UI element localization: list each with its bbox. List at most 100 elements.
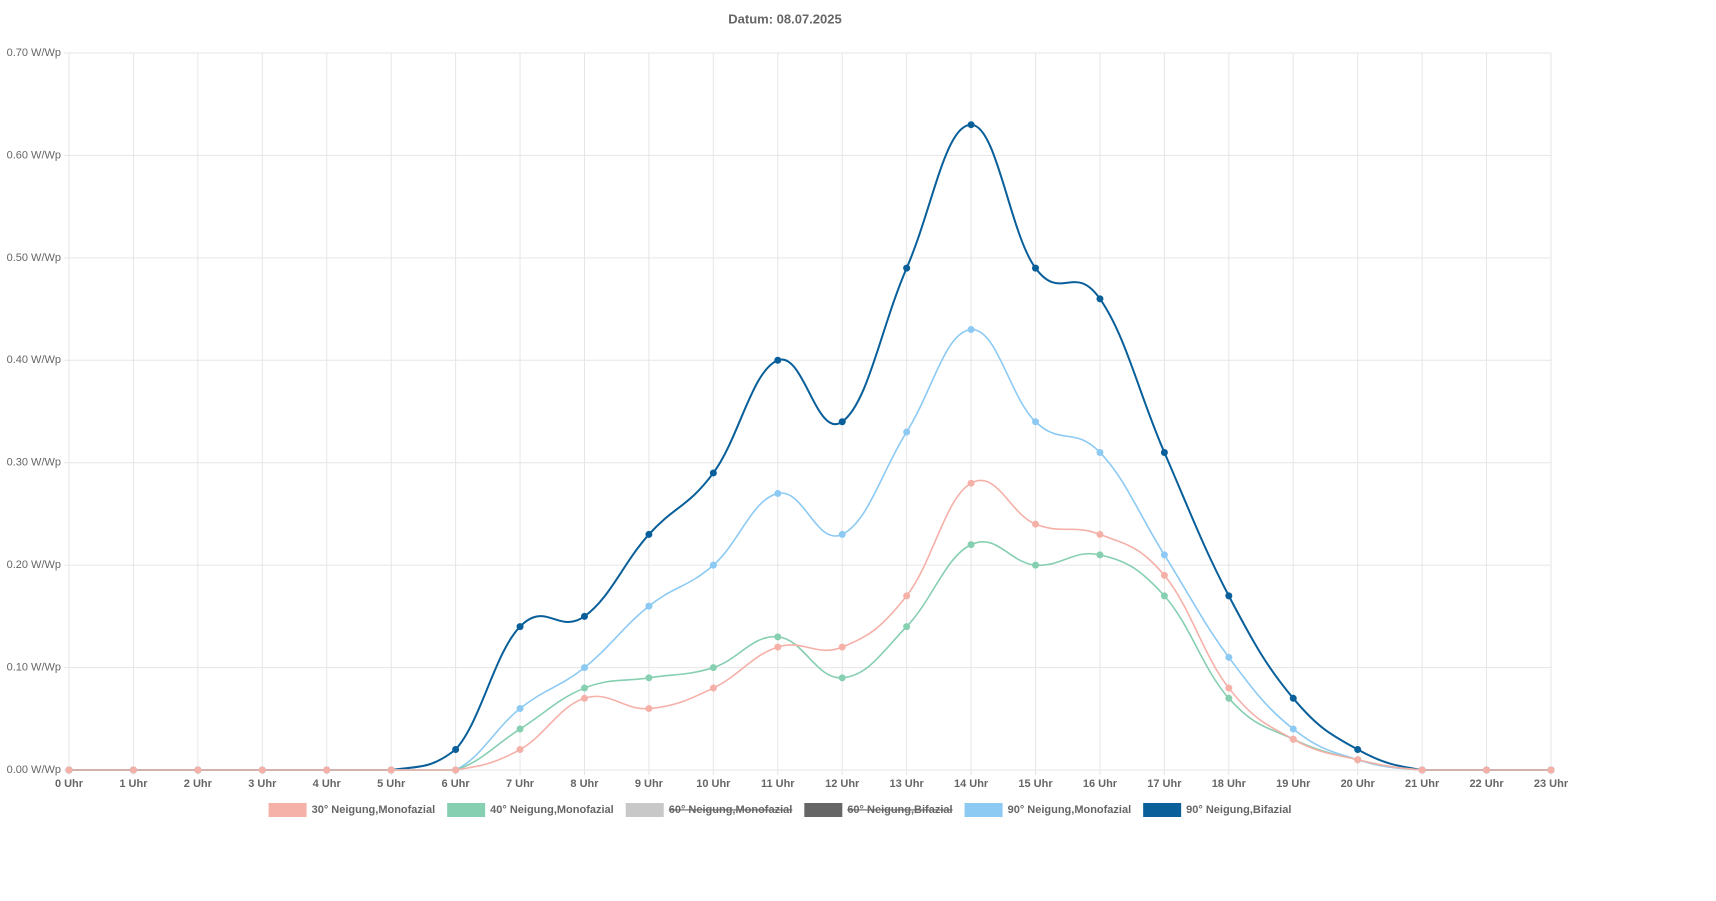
point — [1289, 735, 1297, 743]
x-tick-label: 22 Uhr — [1469, 778, 1504, 790]
point — [129, 766, 137, 774]
point — [1483, 766, 1491, 774]
point — [774, 356, 782, 364]
point — [1289, 725, 1297, 733]
x-tick-label: 12 Uhr — [825, 778, 860, 790]
point — [580, 664, 588, 672]
series-line — [69, 479, 1551, 771]
point — [1096, 551, 1104, 559]
x-tick-label: 4 Uhr — [313, 778, 342, 790]
point — [1096, 295, 1104, 303]
legend-label: 40° Neigung,Monofazial — [490, 804, 614, 816]
point — [709, 664, 717, 672]
legend-swatch — [964, 803, 1003, 817]
point — [903, 428, 911, 436]
point — [1032, 561, 1040, 569]
point — [967, 121, 975, 129]
point — [580, 612, 588, 620]
point — [516, 705, 524, 713]
y-tick-label: 0.20 W/Wp — [7, 559, 61, 571]
x-tick-label: 2 Uhr — [184, 778, 213, 790]
point — [65, 766, 73, 774]
x-tick-label: 20 Uhr — [1341, 778, 1376, 790]
point — [838, 530, 846, 538]
point — [580, 694, 588, 702]
legend-swatch — [268, 803, 307, 817]
point — [452, 746, 460, 754]
point — [774, 633, 782, 641]
point — [838, 643, 846, 651]
point — [452, 766, 460, 774]
legend-label: 60° Neigung,Bifazial — [847, 804, 952, 816]
y-tick-label: 0.50 W/Wp — [7, 252, 61, 264]
point — [1354, 746, 1362, 754]
y-tick-label: 0.10 W/Wp — [7, 661, 61, 673]
point — [516, 623, 524, 631]
point — [645, 705, 653, 713]
point — [903, 592, 911, 600]
point — [1032, 264, 1040, 272]
x-tick-label: 10 Uhr — [696, 778, 731, 790]
x-tick-label: 19 Uhr — [1276, 778, 1311, 790]
point — [838, 674, 846, 682]
point — [709, 469, 717, 477]
series-line — [69, 541, 1551, 771]
legend-label: 90° Neigung,Bifazial — [1186, 804, 1291, 816]
point — [645, 602, 653, 610]
chart-title: Datum: 08.07.2025 — [728, 11, 841, 26]
x-tick-label: 16 Uhr — [1083, 778, 1118, 790]
point — [1225, 653, 1233, 661]
point — [1289, 694, 1297, 702]
y-tick-label: 0.00 W/Wp — [7, 764, 61, 776]
point — [903, 264, 911, 272]
point — [1160, 571, 1168, 579]
point — [774, 643, 782, 651]
x-tick-label: 15 Uhr — [1018, 778, 1053, 790]
point — [1225, 684, 1233, 692]
x-tick-label: 7 Uhr — [506, 778, 535, 790]
point — [1160, 592, 1168, 600]
point — [774, 489, 782, 497]
point — [1547, 766, 1555, 774]
series-line — [69, 123, 1551, 772]
legend-swatch — [447, 803, 486, 817]
point — [967, 541, 975, 549]
point — [1096, 530, 1104, 538]
point — [194, 766, 202, 774]
point — [1225, 694, 1233, 702]
point — [1160, 448, 1168, 456]
point — [1096, 448, 1104, 456]
point — [967, 326, 975, 334]
y-tick-label: 0.30 W/Wp — [7, 457, 61, 469]
point — [967, 479, 975, 487]
legend: 30° Neigung,Monofazial 40° Neigung,Monofa… — [268, 803, 1291, 817]
point — [516, 746, 524, 754]
point — [258, 766, 266, 774]
x-tick-label: 13 Uhr — [890, 778, 925, 790]
point — [709, 684, 717, 692]
legend-label: 60° Neigung,Monofazial — [669, 804, 793, 816]
point — [838, 418, 846, 426]
x-tick-label: 18 Uhr — [1212, 778, 1247, 790]
x-tick-label: 23 Uhr — [1534, 778, 1569, 790]
point — [903, 623, 911, 631]
x-tick-label: 5 Uhr — [377, 778, 406, 790]
legend-label: 90° Neigung,Monofazial — [1008, 804, 1132, 816]
point — [387, 766, 395, 774]
x-tick-label: 21 Uhr — [1405, 778, 1440, 790]
point — [1032, 520, 1040, 528]
y-tick-label: 0.70 W/Wp — [7, 47, 61, 59]
x-tick-label: 6 Uhr — [442, 778, 471, 790]
point — [645, 674, 653, 682]
legend-swatch — [804, 803, 843, 817]
point — [516, 725, 524, 733]
point — [1225, 592, 1233, 600]
point — [1160, 551, 1168, 559]
x-tick-label: 3 Uhr — [248, 778, 277, 790]
y-tick-label: 0.40 W/Wp — [7, 354, 61, 366]
x-tick-label: 9 Uhr — [635, 778, 664, 790]
legend-label: 30° Neigung,Monofazial — [312, 804, 436, 816]
point — [709, 561, 717, 569]
legend-swatch — [625, 803, 664, 817]
